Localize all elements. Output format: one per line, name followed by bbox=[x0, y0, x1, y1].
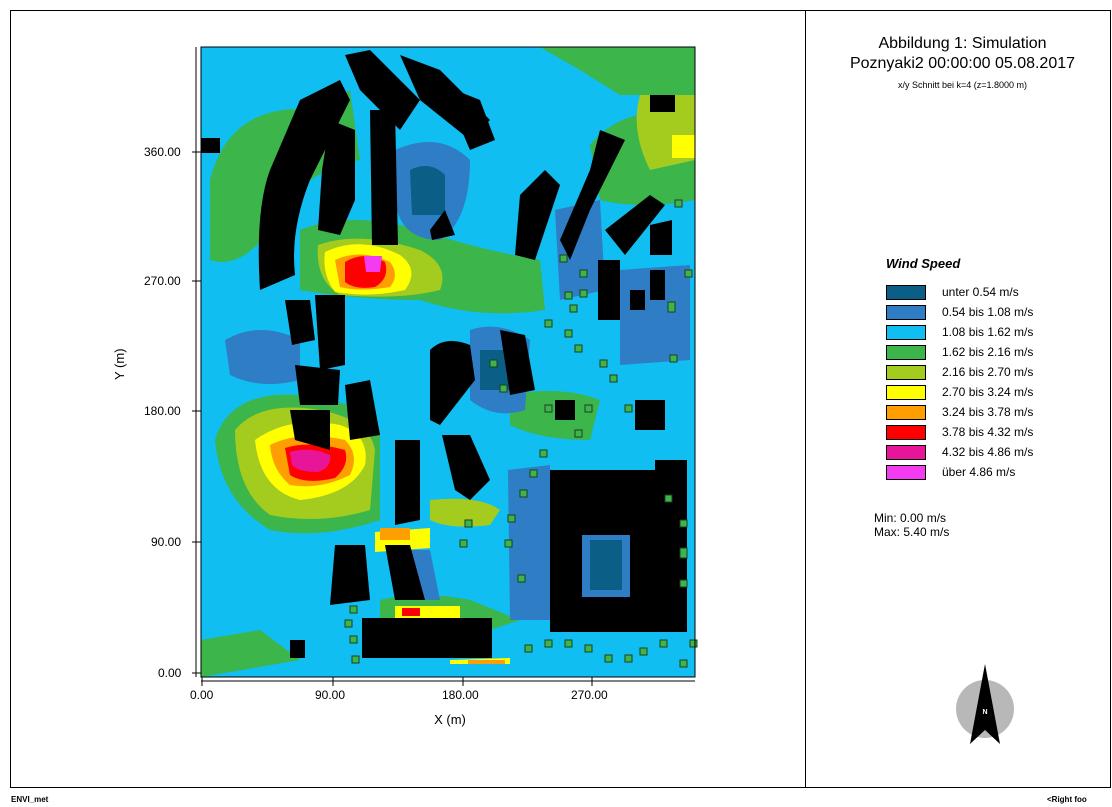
figure-title-block: Abbildung 1: Simulation Poznyaki2 00:00:… bbox=[820, 34, 1105, 90]
legend-item: über 4.86 m/s bbox=[886, 462, 1033, 482]
y-tick-label: 0.00 bbox=[158, 666, 182, 680]
legend-swatch bbox=[886, 344, 926, 360]
value-stats: Min: 0.00 m/s Max: 5.40 m/s bbox=[874, 511, 949, 539]
courtyard-core bbox=[590, 540, 622, 590]
legend-item: 3.78 bis 4.32 m/s bbox=[886, 422, 1033, 442]
legend-swatch bbox=[886, 364, 926, 380]
y-tick-label: 270.00 bbox=[144, 274, 181, 288]
legend-label: unter 0.54 m/s bbox=[942, 285, 1019, 299]
legend-label: 1.62 bis 2.16 m/s bbox=[942, 345, 1034, 359]
min-value: Min: 0.00 m/s bbox=[874, 511, 947, 525]
legend-item: 1.62 bis 2.16 m/s bbox=[886, 342, 1033, 362]
legend-label: 3.78 bis 4.32 m/s bbox=[942, 425, 1034, 439]
legend-label: 3.24 bis 3.78 m/s bbox=[942, 405, 1034, 419]
x-tick-label: 0.00 bbox=[190, 688, 214, 702]
north-arrow-icon: N bbox=[955, 662, 1015, 746]
y-axis-title: Y (m) bbox=[112, 348, 127, 380]
y-tick-label: 180.00 bbox=[144, 404, 181, 418]
legend-swatch bbox=[886, 384, 926, 400]
legend-label: 0.54 bis 1.08 m/s bbox=[942, 305, 1034, 319]
trees bbox=[344, 199, 698, 668]
legend-item: 2.70 bis 3.24 m/s bbox=[886, 382, 1033, 402]
legend-item: 4.32 bis 4.86 m/s bbox=[886, 442, 1033, 462]
figure-title: Abbildung 1: Simulation bbox=[878, 35, 1047, 52]
legend-label: 4.32 bis 4.86 m/s bbox=[942, 445, 1034, 459]
north-label: N bbox=[982, 709, 987, 716]
legend-swatch bbox=[886, 304, 926, 320]
max-value: Max: 5.40 m/s bbox=[874, 525, 950, 539]
y-axis-ticks bbox=[192, 151, 201, 674]
legend-item: 3.24 bis 3.78 m/s bbox=[886, 402, 1033, 422]
y-tick-label: 90.00 bbox=[151, 535, 182, 549]
x-tick-label: 90.00 bbox=[315, 688, 346, 702]
x-tick-label: 270.00 bbox=[571, 688, 608, 702]
legend-label: 2.16 bis 2.70 m/s bbox=[942, 365, 1034, 379]
figure-title-detail: Poznyaki2 00:00:00 05.08.2017 bbox=[849, 55, 1076, 72]
x-axis-title: X (m) bbox=[434, 712, 466, 727]
footer-right-text: <Right foo bbox=[1047, 795, 1087, 804]
x-tick-label: 180.00 bbox=[442, 688, 479, 702]
panel-divider bbox=[805, 10, 806, 788]
legend-swatch bbox=[886, 324, 926, 340]
legend-label: 1.08 bis 1.62 m/s bbox=[942, 325, 1034, 339]
legend-swatch bbox=[886, 464, 926, 480]
legend-item: unter 0.54 m/s bbox=[886, 282, 1033, 302]
legend-item: 2.16 bis 2.70 m/s bbox=[886, 362, 1033, 382]
legend: unter 0.54 m/s 0.54 bis 1.08 m/s 1.08 bis … bbox=[886, 282, 1033, 482]
plot-frame bbox=[200, 46, 696, 678]
figure-subtitle: x/y Schnitt bei k=4 (z=1.8000 m) bbox=[897, 80, 1028, 90]
zone-magenta bbox=[290, 256, 382, 472]
legend-item: 1.08 bis 1.62 m/s bbox=[886, 322, 1033, 342]
legend-swatch bbox=[886, 284, 926, 300]
legend-swatch bbox=[886, 404, 926, 420]
x-axis-ticks bbox=[201, 677, 593, 686]
legend-title: Wind Speed bbox=[886, 256, 961, 271]
legend-label: über 4.86 m/s bbox=[942, 465, 1016, 479]
legend-swatch bbox=[886, 444, 926, 460]
legend-item: 0.54 bis 1.08 m/s bbox=[886, 302, 1033, 322]
y-tick-label: 360.00 bbox=[144, 145, 181, 159]
legend-swatch bbox=[886, 424, 926, 440]
footer-left-text: ENVI_met bbox=[11, 795, 49, 804]
legend-label: 2.70 bis 3.24 m/s bbox=[942, 385, 1034, 399]
